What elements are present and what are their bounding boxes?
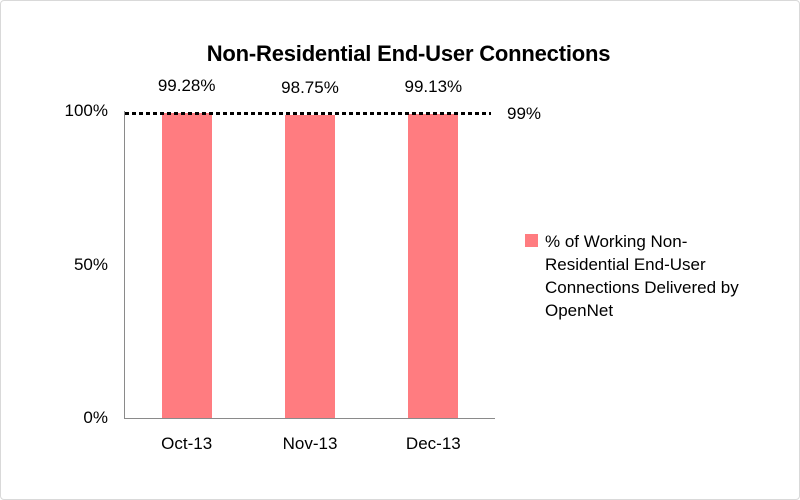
x-tick-label: Dec-13 xyxy=(405,434,461,453)
y-tick-label: 100% xyxy=(64,101,108,120)
plot-area: 99.28% 98.75% 99.13% Oct-13 Nov-13 Dec-13 xyxy=(124,76,495,453)
bar-value-label: 98.75% xyxy=(281,77,339,97)
bar-value-label: 99.13% xyxy=(404,76,463,96)
target-line-label: 99% xyxy=(507,104,542,124)
target-line xyxy=(125,112,491,116)
legend-swatch-icon xyxy=(525,234,538,247)
bar xyxy=(408,113,459,418)
x-tick-label: Nov-13 xyxy=(282,434,338,453)
bar xyxy=(285,114,335,418)
x-tick-label: Oct-13 xyxy=(161,434,213,453)
legend-label: % of Working Non-Residential End-User Co… xyxy=(545,232,739,320)
chart-title: Non-Residential End-User Connections xyxy=(206,41,611,66)
legend: % of Working Non-Residential End-User Co… xyxy=(525,230,761,322)
y-tick-label: 50% xyxy=(73,254,108,274)
y-tick-label: 0% xyxy=(83,408,108,427)
bar-value-label: 99.28% xyxy=(157,76,216,96)
bar xyxy=(161,113,212,418)
